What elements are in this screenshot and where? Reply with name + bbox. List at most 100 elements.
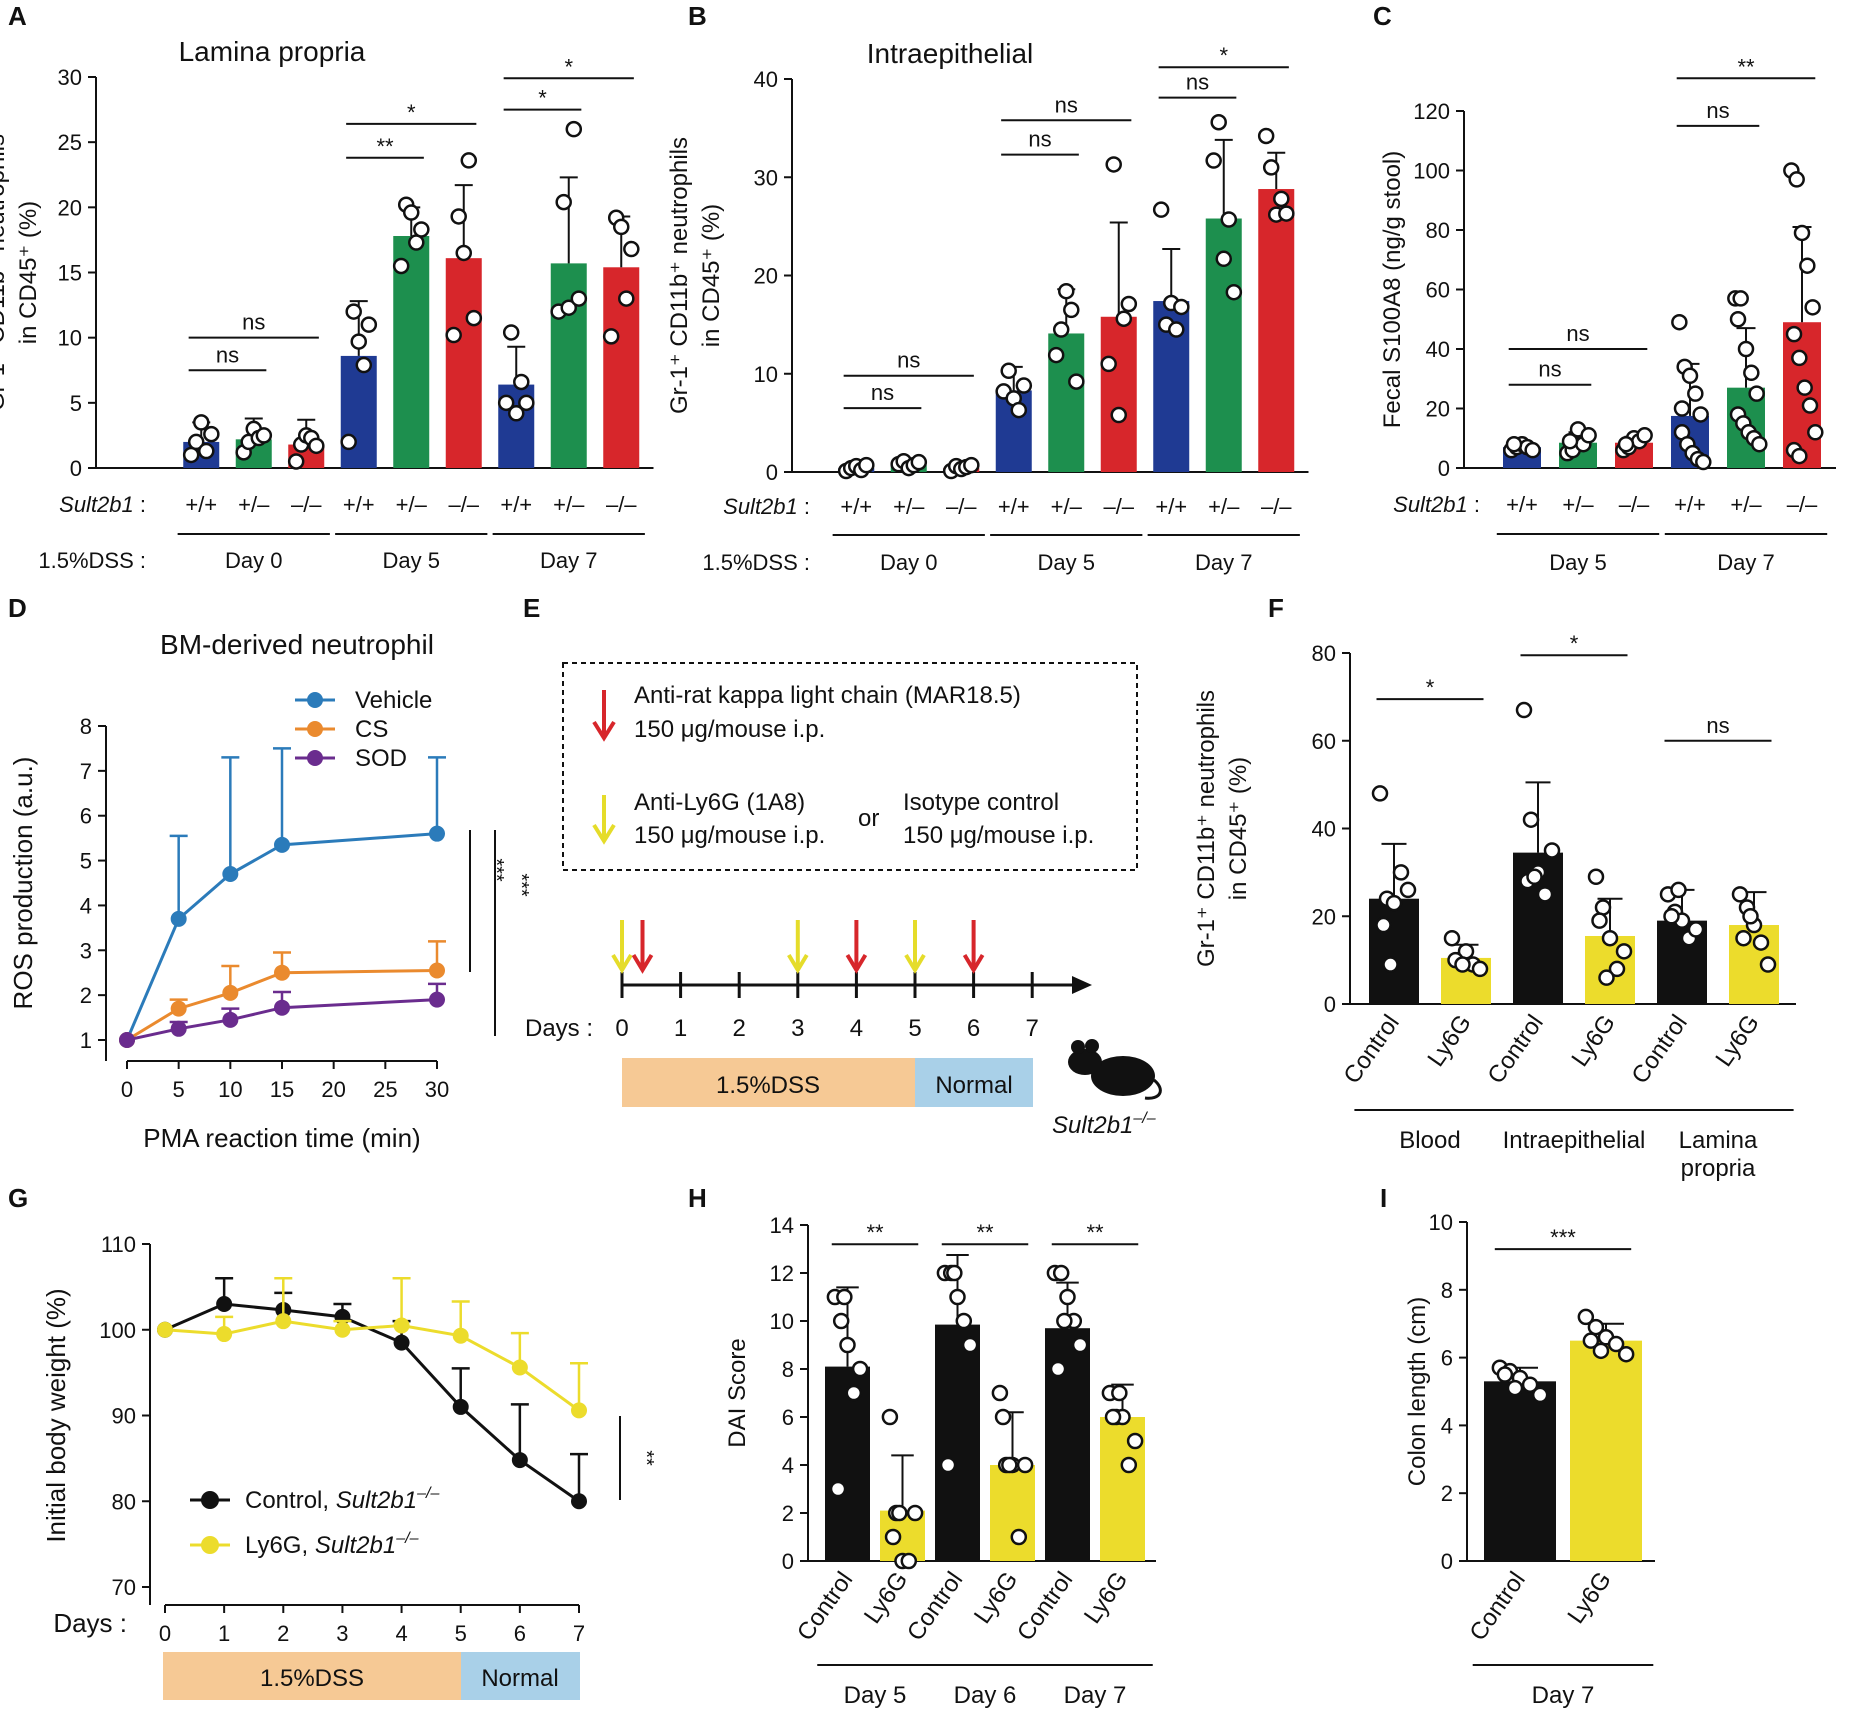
data-point	[513, 373, 530, 391]
panel-letter-c: C	[1373, 1, 1392, 31]
data-point	[1052, 321, 1070, 338]
yellow-injection-arrow-icon-head	[787, 953, 809, 974]
data-point	[900, 1552, 918, 1570]
schedule-diagram-e: Anti-rat kappa light chain (MAR18.5) 150…	[525, 662, 1162, 1139]
data-point	[955, 1312, 973, 1330]
legend-genotype: Sult2b1	[315, 1532, 396, 1559]
data-point	[1063, 301, 1080, 319]
y-tick-label: 4	[80, 893, 92, 918]
y-tick-label: 15	[58, 261, 82, 286]
data-point	[1392, 864, 1410, 881]
series-point	[571, 1402, 587, 1419]
bar	[825, 1366, 870, 1561]
data-point	[508, 405, 525, 422]
series-point	[429, 962, 445, 979]
legend-label: CS	[355, 716, 388, 743]
panel-letter-h: H	[688, 1183, 707, 1213]
genotype-tick: –/–	[606, 492, 637, 517]
data-point	[1531, 1386, 1549, 1404]
data-point	[1785, 325, 1803, 343]
legend-label: Control, Sult2b1–/–	[245, 1485, 439, 1514]
data-point	[1695, 453, 1712, 471]
series-line	[164, 1302, 580, 1503]
y-tick-label: 7	[80, 759, 92, 784]
y-tick-label: 60	[1312, 729, 1336, 754]
y-tick-label: 120	[1413, 99, 1450, 124]
data-point	[1104, 1408, 1122, 1426]
timeline-day-label: 3	[791, 1015, 804, 1042]
data-point	[1591, 912, 1608, 929]
y-tick-label: 60	[1426, 278, 1450, 303]
y-tick-label: 0	[766, 460, 778, 485]
y-tick-label: 8	[782, 1357, 794, 1382]
group-label: Day 5	[1549, 550, 1606, 575]
genotype-tick: +/–	[893, 494, 925, 519]
x-tick-label: 5	[455, 1621, 467, 1646]
x-tick-label: 5	[173, 1077, 185, 1102]
y-axis-label: Initial body weight (%)	[41, 1288, 71, 1542]
data-point	[836, 1288, 853, 1306]
data-point	[1215, 250, 1232, 268]
chart-title: BM-derived neutrophil	[160, 629, 434, 660]
y-tick-label: 20	[754, 264, 778, 289]
data-point	[1799, 257, 1816, 274]
genotype-tick: +/–	[1051, 494, 1083, 519]
timeline-day-label: 7	[1026, 1015, 1039, 1042]
series-point	[511, 1359, 528, 1376]
data-point	[1505, 435, 1523, 453]
data-point	[881, 1408, 899, 1426]
data-point	[1524, 441, 1541, 459]
data-point	[1587, 1318, 1605, 1336]
y-tick-label: 30	[754, 165, 778, 190]
legend-isotype-dose: 150 μg/mouse i.p.	[903, 822, 1094, 849]
y-tick-label: 2	[80, 983, 92, 1008]
data-point	[255, 427, 273, 444]
data-point	[1015, 377, 1033, 394]
data-point	[1743, 364, 1760, 382]
data-point	[198, 442, 215, 460]
data-point	[1607, 1335, 1625, 1353]
panel-letter-d: D	[8, 593, 27, 623]
group-label: Day 5	[844, 1682, 907, 1709]
y-tick-label: 0	[782, 1549, 794, 1574]
genotype-tick: +/+	[1674, 492, 1706, 517]
data-point	[1543, 842, 1561, 859]
genotype-tick: –/–	[946, 494, 977, 519]
bar	[393, 236, 430, 468]
series-point	[274, 964, 290, 981]
panel-g-treatment: 1.5%DSS Normal	[163, 1652, 580, 1700]
significance-label: **	[1737, 54, 1755, 79]
significance-label: ns	[1706, 98, 1729, 123]
panel-letter-i: I	[1380, 1183, 1387, 1213]
series-point	[274, 836, 290, 853]
data-point	[1120, 295, 1138, 313]
y-axis-label: Gr-1⁺ CD11b⁺ neutrophils	[1193, 690, 1220, 967]
data-point	[1047, 346, 1065, 364]
data-point	[1561, 432, 1579, 450]
data-point	[1608, 960, 1626, 978]
group-label: Intraepithelial	[1503, 1127, 1646, 1154]
significance-label: **	[866, 1220, 884, 1245]
genotype-tick: –/–	[1787, 492, 1818, 517]
data-point	[1594, 899, 1612, 916]
genotype-tick: +/–	[553, 492, 585, 517]
data-point	[1399, 881, 1417, 899]
y-tick-label: 90	[112, 1404, 136, 1429]
data-point	[1731, 886, 1749, 903]
data-point	[1210, 113, 1227, 131]
genotype-label: Sult2b1 :	[723, 494, 810, 519]
data-point	[1681, 367, 1699, 385]
y-tick-label: 0	[70, 456, 82, 481]
data-point	[1120, 1456, 1138, 1474]
data-point	[994, 1408, 1012, 1426]
series-point	[429, 825, 445, 842]
timeline-day-label: 6	[967, 1015, 980, 1042]
g-dss-period-label: 1.5%DSS	[260, 1665, 364, 1692]
y-tick-label: 4	[1441, 1413, 1453, 1438]
genotype-tick: –/–	[448, 492, 479, 517]
y-tick-label: 10	[754, 362, 778, 387]
timeline: 0 1 2 3 4 5 6 7	[611, 920, 1092, 1042]
legend-marker	[201, 1491, 219, 1509]
chart-f-neutrophil-depletion: 0 20 40 60 80 Gr-1⁺ CD11b⁺ neutrophils in CD45…	[1193, 631, 1796, 1182]
data-point	[1205, 152, 1222, 169]
